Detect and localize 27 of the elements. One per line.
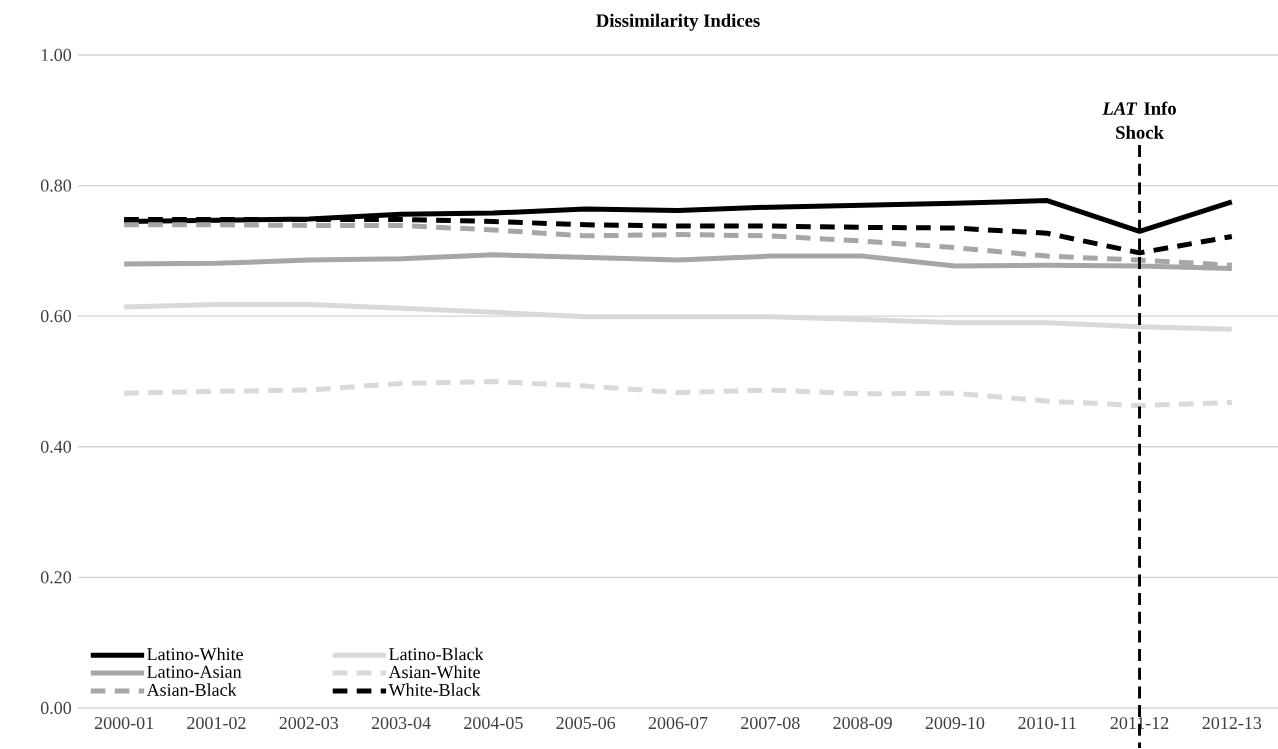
x-tick-label: 2000-01 (94, 716, 154, 730)
y-tick-label: 0.60 (40, 310, 72, 323)
legend-label: White-Black (388, 683, 481, 697)
x-tick-label: 2004-05 (464, 716, 523, 730)
x-tick-label: 2007-08 (741, 716, 800, 730)
x-tick-label: 2008-09 (833, 716, 892, 730)
x-tick-label: 2002-03 (279, 716, 339, 730)
legend-label: Latino-Asian (147, 665, 242, 678)
legend-label: Asian-Black (146, 683, 237, 696)
chart-title: Dissimilarity Indices (596, 13, 760, 31)
x-tick-label: 2012-13 (1202, 716, 1262, 730)
x-tick-label: 2005-06 (556, 716, 616, 730)
y-tick-label: 0.20 (40, 571, 72, 584)
legend-label: Asian-White (388, 665, 480, 679)
ref-line-label: LAT Info Shock (1102, 101, 1176, 139)
x-tick-label: 2006-07 (648, 716, 708, 730)
x-tick-label: 2011-12 (1110, 716, 1169, 730)
y-tick-label: 1.00 (41, 48, 72, 62)
x-tick-label: 2001-02 (187, 716, 246, 730)
legend-label: Latino-White (147, 647, 243, 661)
x-tick-label: 2003-04 (371, 716, 431, 730)
y-tick-label: 0.00 (40, 701, 72, 715)
x-tick-label: 2009-10 (925, 716, 985, 730)
y-tick-label: 0.80 (40, 179, 72, 192)
x-tick-label: 2010-11 (1018, 716, 1076, 730)
y-tick-label: 0.40 (40, 440, 72, 453)
legend-label: Latino-Black (389, 647, 484, 661)
